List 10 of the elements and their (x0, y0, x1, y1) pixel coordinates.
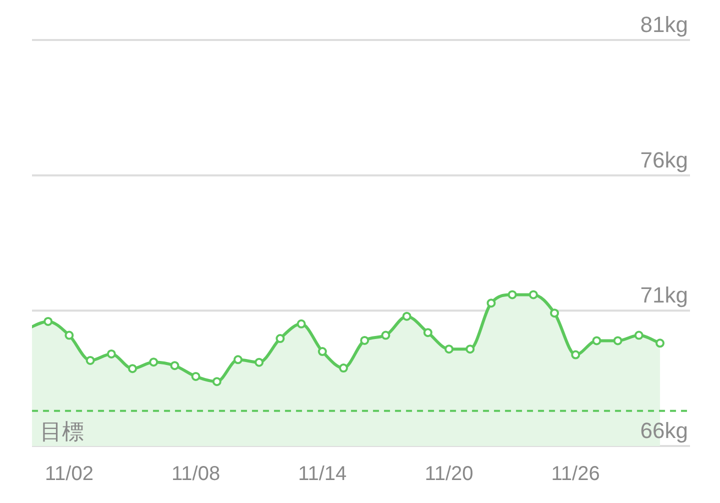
y-tick-label: 66kg (640, 418, 688, 443)
y-tick-label: 71kg (640, 282, 688, 308)
x-tick-label: 11/20 (424, 463, 474, 485)
x-tick-label: 11/08 (172, 463, 220, 485)
y-tick-label: 81kg (640, 12, 688, 37)
x-tick-label: 11/26 (551, 463, 600, 485)
x-tick-label: 11/02 (44, 463, 94, 485)
ref-line-label: 目標 (40, 418, 84, 444)
x-tick-label: 11/14 (298, 463, 347, 485)
y-tick-label: 76kg (640, 147, 688, 172)
